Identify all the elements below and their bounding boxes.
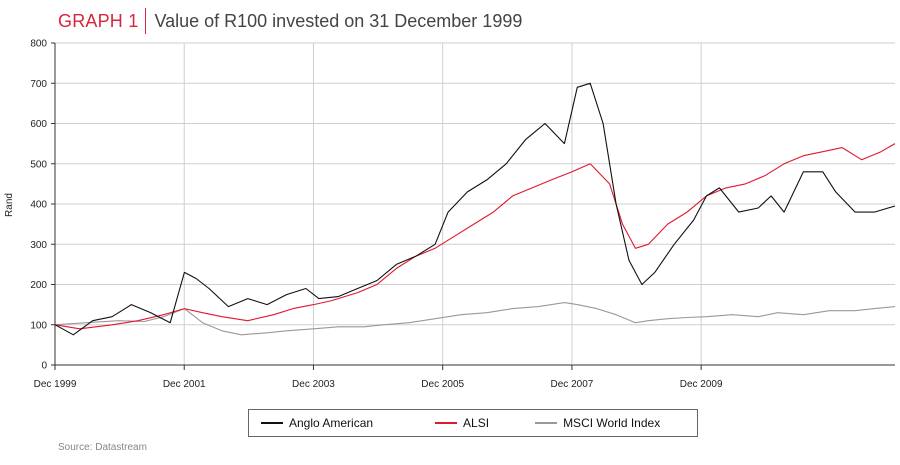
chart-legend: Anglo American ALSI MSCI World Index <box>248 409 698 437</box>
y-tick-label: 0 <box>41 361 47 372</box>
x-tick-label: Dec 1999 <box>34 379 77 390</box>
chart-title: Value of R100 invested on 31 December 19… <box>154 10 523 31</box>
legend-label: Anglo American <box>289 416 374 430</box>
legend-label: MSCI World Index <box>563 416 661 430</box>
y-axis-ticks: 0 100 200 300 400 500 600 700 800 <box>30 39 55 372</box>
series-line-anglo-american <box>54 82 896 336</box>
y-tick-label: 700 <box>30 79 47 90</box>
x-tick-label: Dec 2003 <box>292 379 335 390</box>
y-axis-label: Rand <box>4 193 15 217</box>
source-note: Source: Datastream <box>58 442 147 453</box>
y-tick-label: 400 <box>30 200 47 211</box>
x-tick-label: Dec 2005 <box>421 379 464 390</box>
series-line-alsi <box>55 143 896 330</box>
y-tick-label: 600 <box>30 119 47 130</box>
series-line-msci-world-index <box>55 302 896 336</box>
x-tick-label: Dec 2001 <box>163 379 206 390</box>
legend-item-alsi: ALSI <box>435 416 489 430</box>
legend-item-anglo-american: Anglo American <box>261 416 373 430</box>
legend-swatch <box>435 422 458 424</box>
x-tick-label: Dec 2009 <box>680 379 723 390</box>
y-tick-label: 500 <box>30 159 47 170</box>
graph-number-label: GRAPH 1 <box>58 10 139 31</box>
y-tick-label: 300 <box>30 240 47 251</box>
chart-header: GRAPH 1 Value of R100 invested on 31 Dec… <box>58 8 522 34</box>
axes <box>54 43 895 366</box>
y-tick-label: 800 <box>30 39 47 50</box>
series-lines <box>54 82 896 336</box>
header-divider <box>145 8 147 34</box>
legend-swatch <box>535 422 558 424</box>
y-tick-label: 200 <box>30 280 47 291</box>
x-axis-ticks: Dec 1999 Dec 2001 Dec 2003 Dec 2005 Dec 2007… <box>34 365 723 390</box>
y-tick-label: 100 <box>30 320 47 331</box>
legend-swatch <box>261 422 283 424</box>
grid-lines <box>54 42 895 365</box>
x-tick-label: Dec 2007 <box>551 379 594 390</box>
legend-item-msci-world-index: MSCI World Index <box>535 416 660 430</box>
legend-label: ALSI <box>463 416 490 430</box>
